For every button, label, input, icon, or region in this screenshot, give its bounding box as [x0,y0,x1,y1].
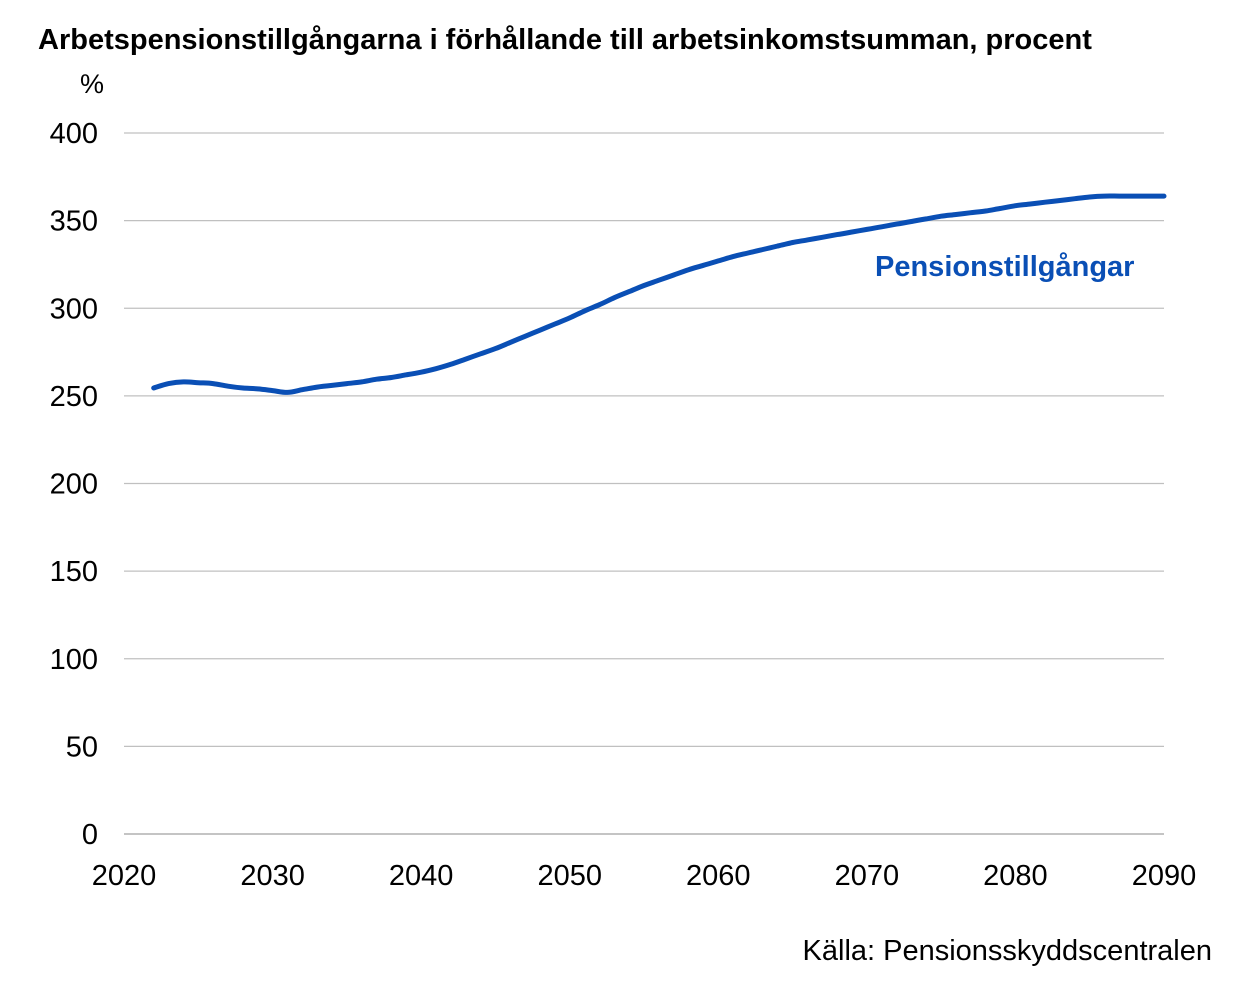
x-tick-label: 2060 [686,860,751,892]
x-tick-label: 2020 [92,860,157,892]
x-tick-label: 2070 [835,860,900,892]
y-tick-label: 150 [50,556,98,588]
y-tick-label: 300 [50,293,98,325]
y-tick-label: 100 [50,644,98,676]
series-layer [151,193,1167,395]
y-tick-label: 50 [66,731,98,763]
series-label-pensionstillgangar: Pensionstillgångar [875,251,1134,283]
y-tick-label: 200 [50,469,98,501]
x-tick-label: 2040 [389,860,454,892]
source-note: Källa: Pensionsskyddscentralen [803,935,1212,967]
y-axis-ticks: 0 50 100 150 200 250 300 350 400 [50,118,98,851]
x-tick-label: 2030 [240,860,305,892]
y-tick-label: 350 [50,206,98,238]
series-line-pensionstillgangar [151,193,1167,395]
y-tick-label: 400 [50,118,98,150]
y-axis-unit: % [80,69,104,99]
y-tick-label: 0 [82,819,98,851]
chart-title: Arbetspensionstillgångarna i förhållande… [38,24,1092,56]
x-tick-label: 2090 [1132,860,1197,892]
x-tick-label: 2050 [537,860,602,892]
x-tick-label: 2080 [983,860,1048,892]
x-axis-ticks: 2020 2030 2040 2050 2060 2070 2080 2090 [92,860,1197,892]
gridlines [124,132,1164,835]
y-tick-label: 250 [50,381,98,413]
